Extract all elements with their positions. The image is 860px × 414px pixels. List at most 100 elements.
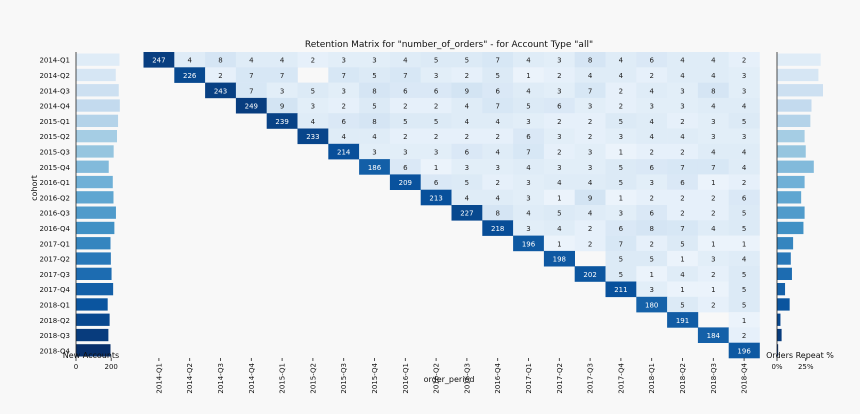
heatmap-cell [667, 113, 699, 129]
heatmap-cell [667, 220, 699, 236]
heatmap-cell-value: 4 [680, 72, 685, 80]
orders-repeat-bar [777, 328, 782, 342]
heatmap-cell-value: 4 [557, 225, 562, 233]
heatmap-cell [667, 296, 699, 313]
heatmap-cell-value: 7 [680, 164, 684, 172]
orders-repeat-bar [777, 53, 821, 66]
heatmap-cell [728, 82, 760, 99]
cohort-tick-label: 2016-Q4 [39, 225, 70, 233]
heatmap-cell [605, 250, 637, 267]
heatmap-cell-value: 7 [403, 72, 407, 80]
heatmap-cell-value: 218 [491, 225, 504, 233]
heatmap-cell-value: 3 [434, 148, 438, 156]
heatmap-cell [728, 327, 760, 343]
orders-repeat-bar [777, 99, 812, 112]
heatmap-cell [667, 97, 699, 114]
heatmap-cell-value: 3 [680, 103, 684, 111]
heatmap-cell [636, 220, 668, 236]
heatmap-cell-value: 2 [218, 72, 222, 80]
heatmap-cell [574, 97, 606, 114]
order-period-tick-label: 2015-Q1 [279, 363, 287, 394]
heatmap-cell-value: 5 [742, 286, 746, 294]
heatmap-cell [697, 189, 729, 206]
heatmap-cell [574, 266, 606, 282]
heatmap-cell [667, 235, 699, 252]
heatmap-cell [697, 143, 729, 160]
heatmap-cell-value: 2 [711, 301, 715, 309]
order-period-tick-label: 2014-Q2 [186, 363, 194, 394]
heatmap-cell [728, 97, 760, 114]
orders-repeat-bar [777, 206, 805, 219]
heatmap-cell-value: 6 [680, 179, 685, 187]
cohort-tick-label: 2016-Q1 [39, 179, 70, 187]
heatmap-cell-value: 3 [372, 148, 376, 156]
heatmap-cell [420, 143, 452, 160]
heatmap-cell [389, 159, 421, 175]
orders-repeat-bar [777, 221, 804, 235]
heatmap-cell-value: 5 [680, 240, 684, 248]
orders-repeat-bar [777, 68, 819, 82]
heatmap-cell-value: 5 [465, 179, 469, 187]
orders-repeat-bar [777, 84, 823, 97]
heatmap-cell [697, 174, 729, 190]
heatmap-cell-value: 4 [465, 194, 470, 202]
heatmap-cell-value: 2 [742, 57, 746, 65]
heatmap-cell [297, 52, 329, 68]
heatmap-cell [574, 220, 606, 236]
heatmap-cell-value: 1 [557, 194, 561, 202]
new-accounts-bar [76, 328, 109, 342]
heatmap-cell-value: 2 [649, 72, 653, 80]
heatmap-cell-value: 1 [434, 164, 438, 172]
heatmap-cell-value: 2 [680, 118, 684, 126]
heatmap-cell [451, 113, 483, 129]
heatmap-cell-value: 7 [588, 87, 592, 95]
heatmap-cell [667, 205, 699, 221]
heatmap-cell [328, 128, 360, 145]
heatmap-cell-value: 4 [526, 210, 531, 218]
heatmap-cell [605, 143, 637, 160]
heatmap-cell [636, 205, 668, 221]
heatmap-cell-value: 3 [680, 87, 684, 95]
heatmap-cell [328, 52, 360, 68]
heatmap-cell [143, 52, 175, 68]
heatmap-cell-value: 184 [707, 332, 721, 340]
orders-repeat-panel: 0% 25% [771, 52, 823, 371]
cohort-tick-label: 2017-Q2 [39, 256, 70, 264]
heatmap-cell [728, 250, 760, 267]
heatmap-cell [482, 189, 514, 206]
heatmap-cell [636, 128, 668, 145]
heatmap-cell [266, 113, 298, 129]
heatmap-cell-value: 1 [711, 179, 715, 187]
heatmap-cell-value: 2 [434, 133, 438, 141]
heatmap-cell [605, 82, 637, 99]
orders-repeat-bar [777, 252, 791, 265]
heatmap-cell-value: 5 [372, 103, 376, 111]
heatmap-cell [297, 113, 329, 129]
order-period-axis-label: order_period [424, 375, 475, 384]
heatmap-cell [513, 235, 545, 252]
orders-repeat-bar [777, 191, 802, 204]
heatmap-cell-value: 1 [619, 148, 623, 156]
heatmap-cell [697, 266, 729, 282]
heatmap-cell-value: 2 [649, 148, 653, 156]
heatmap-cell-value: 3 [557, 87, 561, 95]
heatmap-cell-value: 3 [588, 164, 592, 172]
heatmap-cell [266, 97, 298, 114]
heatmap-cell [359, 82, 391, 99]
heatmap-cell [389, 67, 421, 83]
heatmap-cell [543, 189, 575, 206]
heatmap-cell-value: 7 [495, 103, 499, 111]
heatmap-cell-value: 1 [680, 256, 684, 264]
heatmap-cell [728, 189, 760, 206]
heatmap-cell [574, 52, 606, 68]
heatmap-cell-value: 5 [495, 72, 499, 80]
heatmap-cell [667, 312, 699, 328]
new-accounts-bar [76, 191, 114, 204]
heatmap-cell [697, 128, 729, 145]
heatmap-cell-value: 5 [372, 72, 376, 80]
heatmap-cell-value: 5 [680, 301, 684, 309]
heatmap-cell-value: 6 [526, 133, 531, 141]
heatmap-cell-value: 6 [434, 179, 439, 187]
heatmap-cell [543, 205, 575, 221]
heatmap-cell [543, 97, 575, 114]
